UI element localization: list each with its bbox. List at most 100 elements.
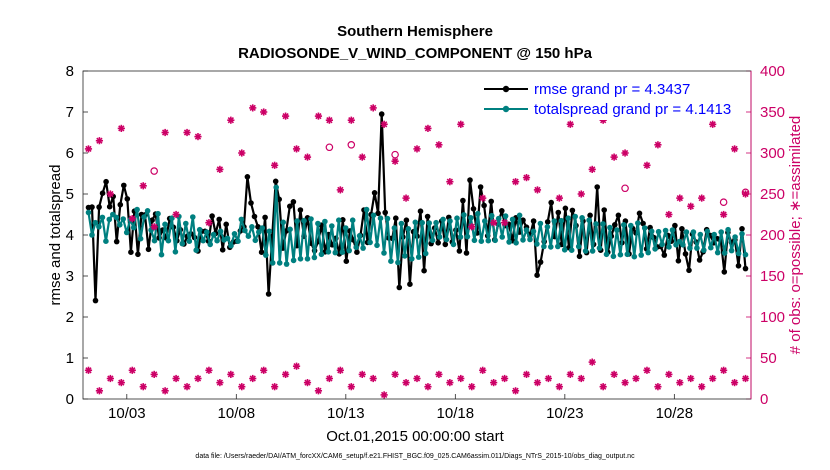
obs-assimilated-marker [511, 178, 520, 186]
obs-assimilated-marker [490, 219, 498, 227]
totalspread-point [224, 235, 231, 242]
totalspread-point [99, 214, 106, 221]
totalspread-point [207, 241, 213, 248]
totalspread-point [273, 184, 280, 191]
obs-assimilated-marker [380, 391, 388, 399]
obs-assimilated-marker [522, 174, 531, 182]
obs-assimilated-marker [533, 186, 542, 194]
rmse-point [378, 111, 385, 117]
obs-assimilated-marker [391, 370, 399, 378]
legend-rmse-label: rmse grand pr = 4.3437 [534, 81, 690, 98]
totalspread-point [645, 249, 651, 256]
rmse-point [244, 174, 251, 180]
obs-assimilated-marker [479, 194, 487, 202]
y-tick-label-left: 7 [66, 104, 74, 121]
obs-assimilated-marker [687, 374, 695, 383]
obs-assimilated-marker [610, 370, 618, 378]
totalspread-point [426, 220, 433, 226]
obs-assimilated-marker [227, 370, 235, 378]
totalspread-point [106, 216, 113, 223]
obs-assimilated-marker [183, 128, 191, 137]
totalspread-point [130, 224, 137, 231]
y-tick-label-left: 8 [66, 63, 74, 80]
obs-assimilated-marker [358, 370, 366, 378]
obs-assimilated-marker [358, 153, 366, 161]
totalspread-point [530, 228, 537, 235]
totalspread-point [558, 217, 565, 224]
totalspread-point [85, 209, 92, 216]
totalspread-point [113, 214, 120, 221]
rmse-point [92, 297, 99, 304]
rmse-point [106, 203, 113, 210]
totalspread-point [231, 231, 238, 237]
y-tick-label-right: 100 [760, 309, 785, 326]
totalspread-point [523, 227, 530, 233]
rmse-point [96, 204, 102, 210]
totalspread-point [694, 245, 700, 251]
rmse-point [672, 222, 678, 229]
totalspread-point [398, 220, 405, 227]
y-tick-label-left: 4 [66, 227, 74, 244]
rmse-point [407, 281, 413, 288]
totalspread-point [290, 257, 297, 264]
totalspread-point [520, 237, 526, 243]
totalspread-point [342, 225, 349, 231]
totalspread-point [395, 259, 401, 266]
rmse-point [290, 199, 297, 205]
obs-assimilated-marker [369, 374, 377, 383]
totalspread-point [582, 248, 589, 254]
totalspread-point [360, 245, 366, 251]
totalspread-point [370, 212, 377, 219]
totalspread-point [572, 213, 578, 220]
obs-assimilated-marker [413, 145, 421, 153]
rmse-point [145, 246, 152, 253]
totalspread-point [544, 224, 551, 230]
totalspread-point [527, 236, 533, 243]
tick-labels: 0 1 2 3 4 5 6 7 8 0 50 100 150 200 250 300 350 400 10/03 10… [66, 63, 785, 422]
rmse-point [520, 217, 526, 223]
obs-assimilated-marker [479, 366, 487, 374]
totalspread-point [96, 224, 102, 230]
obs-assimilated-marker [106, 190, 114, 198]
totalspread-point [551, 218, 558, 224]
obs-assimilated-marker [730, 145, 739, 153]
obs-assimilated-marker [643, 161, 651, 169]
totalspread-point [252, 237, 259, 244]
totalspread-point [662, 227, 669, 234]
y-axis-label-left: rmse and totalspread [47, 165, 64, 306]
obs-assimilated-marker [194, 374, 202, 383]
rmse-point [424, 213, 431, 220]
obs-assimilated-marker [161, 387, 169, 395]
obs-assimilated-marker [150, 370, 158, 378]
rmse-point [686, 267, 692, 274]
obs-assimilated-marker [95, 137, 104, 145]
rmse-point [735, 263, 742, 269]
totalspread-point [304, 255, 311, 262]
totalspread-point [183, 220, 189, 227]
obs-assimilated-marker [588, 358, 596, 366]
obs-assimilated-marker [260, 108, 268, 116]
totalspread-point [509, 216, 516, 223]
rmse-point [576, 253, 583, 260]
rmse-point [615, 212, 622, 219]
totalspread-point [377, 215, 384, 221]
obs-assimilated-marker [325, 116, 333, 124]
rmse-point [265, 291, 272, 297]
obs-assimilated-marker [621, 149, 629, 157]
totalspread-point [457, 234, 464, 240]
obs-assimilated-marker [172, 210, 180, 219]
obs-assimilated-marker [347, 383, 355, 391]
totalspread-point [363, 206, 370, 213]
rmse-point [460, 197, 466, 204]
totalspread-point [593, 221, 599, 227]
totalspread-point [610, 253, 617, 260]
y-tick-label-left: 0 [66, 391, 74, 408]
rmse-point [562, 205, 569, 212]
y-tick-label-left: 3 [66, 268, 74, 285]
totalspread-point [117, 222, 123, 228]
obs-assimilated-marker [446, 178, 454, 186]
totalspread-point [548, 244, 554, 250]
obs-possible-marker [325, 143, 334, 152]
rmse-point [442, 241, 449, 248]
totalspread-point [603, 251, 610, 258]
